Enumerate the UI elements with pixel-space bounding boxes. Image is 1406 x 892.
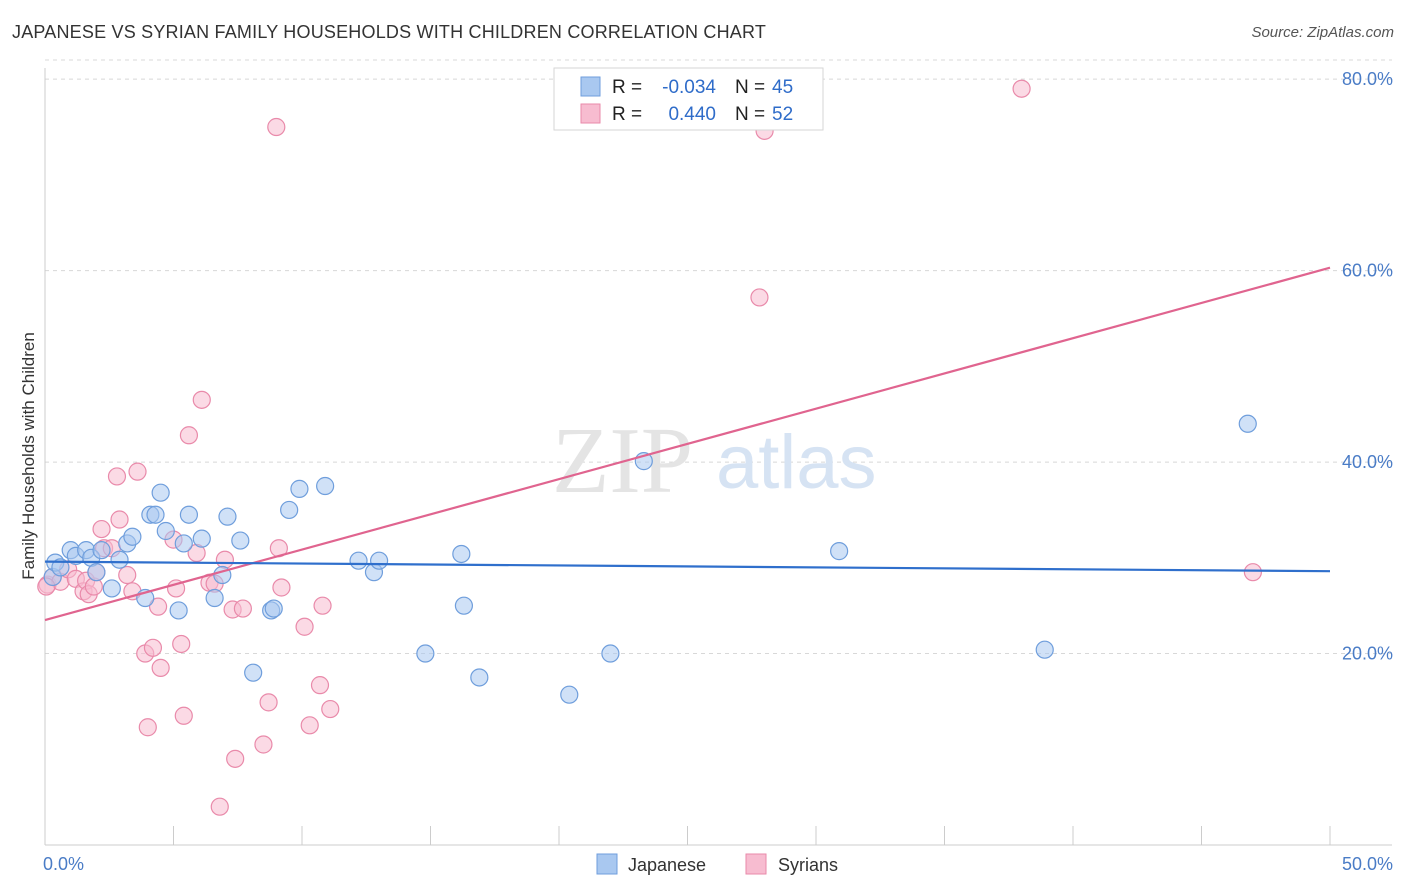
point-syrians-20 [143, 638, 163, 657]
legend-n-value-syrians: 52 [772, 104, 793, 125]
watermark-atlas: atlas [716, 420, 877, 505]
point-japanese-32 [349, 551, 368, 570]
point-japanese-38 [470, 668, 489, 687]
point-syrians-14 [110, 510, 129, 529]
point-japanese-28 [264, 599, 283, 618]
point-syrians-50 [1243, 563, 1263, 582]
point-syrians-22 [151, 658, 170, 677]
point-japanese-26 [244, 663, 263, 682]
point-japanese-43 [1035, 640, 1054, 659]
point-japanese-31 [316, 476, 335, 496]
bottom-legend-swatch-syrians [745, 853, 767, 875]
point-syrians-49 [1012, 79, 1031, 98]
point-syrians-44 [310, 676, 330, 695]
point-syrians-10 [92, 519, 111, 539]
point-syrians-33 [215, 550, 234, 569]
bottom-legend-label-japanese: Japanese [628, 855, 706, 875]
point-japanese-16 [151, 483, 170, 502]
bottom-legend: Japanese Syrians [596, 853, 838, 875]
y-tick-label-60: 60.0% [1342, 261, 1393, 281]
point-syrians-35 [226, 749, 245, 768]
point-japanese-7 [87, 563, 106, 582]
legend-r-label-japanese: R = [612, 77, 642, 98]
point-japanese-42 [830, 542, 849, 561]
point-syrians-25 [172, 634, 191, 654]
legend-n-label-japanese: N = [735, 77, 765, 98]
point-syrians-43 [300, 716, 319, 735]
trend-line-japanese [44, 560, 1331, 573]
point-japanese-44 [1238, 414, 1257, 433]
series-japanese-points [43, 414, 1257, 704]
point-syrians-15 [118, 565, 137, 585]
point-japanese-8 [92, 541, 111, 560]
stats-legend: R = -0.034 N = 45 R = 0.440 N = 52 [553, 67, 824, 131]
point-japanese-9 [102, 579, 121, 598]
point-syrians-45 [313, 596, 332, 615]
point-syrians-37 [254, 735, 273, 754]
point-syrians-26 [174, 706, 193, 725]
point-japanese-20 [179, 505, 199, 524]
legend-swatch-syrians [580, 103, 601, 124]
y-tick-labels: 20.0% 40.0% 60.0% 80.0% [1342, 69, 1393, 663]
point-japanese-24 [218, 507, 237, 526]
point-japanese-35 [416, 644, 435, 663]
y-axis-title: Family Households with Children [19, 332, 38, 580]
point-syrians-32 [210, 797, 229, 816]
legend-r-value-syrians: 0.440 [668, 104, 716, 125]
chart-title: JAPANESE VS SYRIAN FAMILY HOUSEHOLDS WIT… [12, 22, 767, 42]
point-syrians-13 [107, 467, 127, 486]
point-syrians-29 [192, 390, 211, 409]
x-tick-label-max: 50.0% [1342, 854, 1393, 874]
point-japanese-30 [290, 479, 309, 498]
legend-n-value-japanese: 45 [772, 77, 793, 98]
legend-r-label-syrians: R = [612, 104, 642, 125]
point-japanese-22 [205, 588, 224, 608]
point-japanese-39 [560, 685, 579, 704]
y-tick-label-40: 40.0% [1342, 452, 1393, 472]
point-japanese-17 [156, 521, 175, 541]
point-syrians-17 [128, 462, 147, 481]
point-syrians-21 [148, 597, 168, 616]
point-japanese-18 [169, 601, 188, 620]
x-tick-marks [44, 826, 1331, 845]
point-syrians-36 [233, 599, 252, 618]
y-tick-label-80: 80.0% [1342, 69, 1393, 89]
point-japanese-37 [454, 596, 474, 615]
bottom-legend-label-syrians: Syrians [778, 855, 838, 875]
point-syrians-38 [259, 693, 278, 712]
point-japanese-19 [174, 534, 193, 553]
point-japanese-21 [192, 529, 211, 548]
point-japanese-12 [123, 527, 142, 546]
point-japanese-40 [601, 644, 620, 663]
grid-lines [45, 59, 1392, 655]
point-japanese-29 [280, 500, 299, 520]
point-syrians-39 [267, 117, 286, 137]
point-japanese-10 [110, 550, 129, 569]
point-syrians-42 [295, 617, 314, 636]
trend-line-syrians [44, 266, 1331, 622]
series-syrians-points [37, 79, 1263, 816]
y-tick-label-20: 20.0% [1342, 644, 1393, 664]
point-japanese-25 [231, 531, 250, 550]
bottom-legend-swatch-japanese [596, 853, 618, 875]
trend-lines [44, 266, 1331, 622]
point-japanese-15 [146, 505, 165, 524]
point-japanese-2 [51, 558, 70, 577]
point-syrians-19 [138, 718, 157, 737]
x-tick-label-min: 0.0% [43, 854, 84, 874]
point-syrians-47 [750, 288, 769, 307]
point-syrians-41 [272, 578, 291, 597]
legend-n-label-syrians: N = [735, 104, 765, 125]
legend-r-value-japanese: -0.034 [662, 77, 716, 98]
legend-swatch-japanese [580, 76, 601, 97]
point-japanese-36 [452, 544, 471, 564]
axes [44, 68, 1392, 846]
point-japanese-34 [370, 551, 389, 570]
source-label: Source: ZipAtlas.com [1251, 24, 1394, 41]
point-syrians-46 [321, 699, 340, 719]
point-syrians-27 [179, 426, 199, 445]
watermark: ZIP atlas [552, 409, 877, 513]
